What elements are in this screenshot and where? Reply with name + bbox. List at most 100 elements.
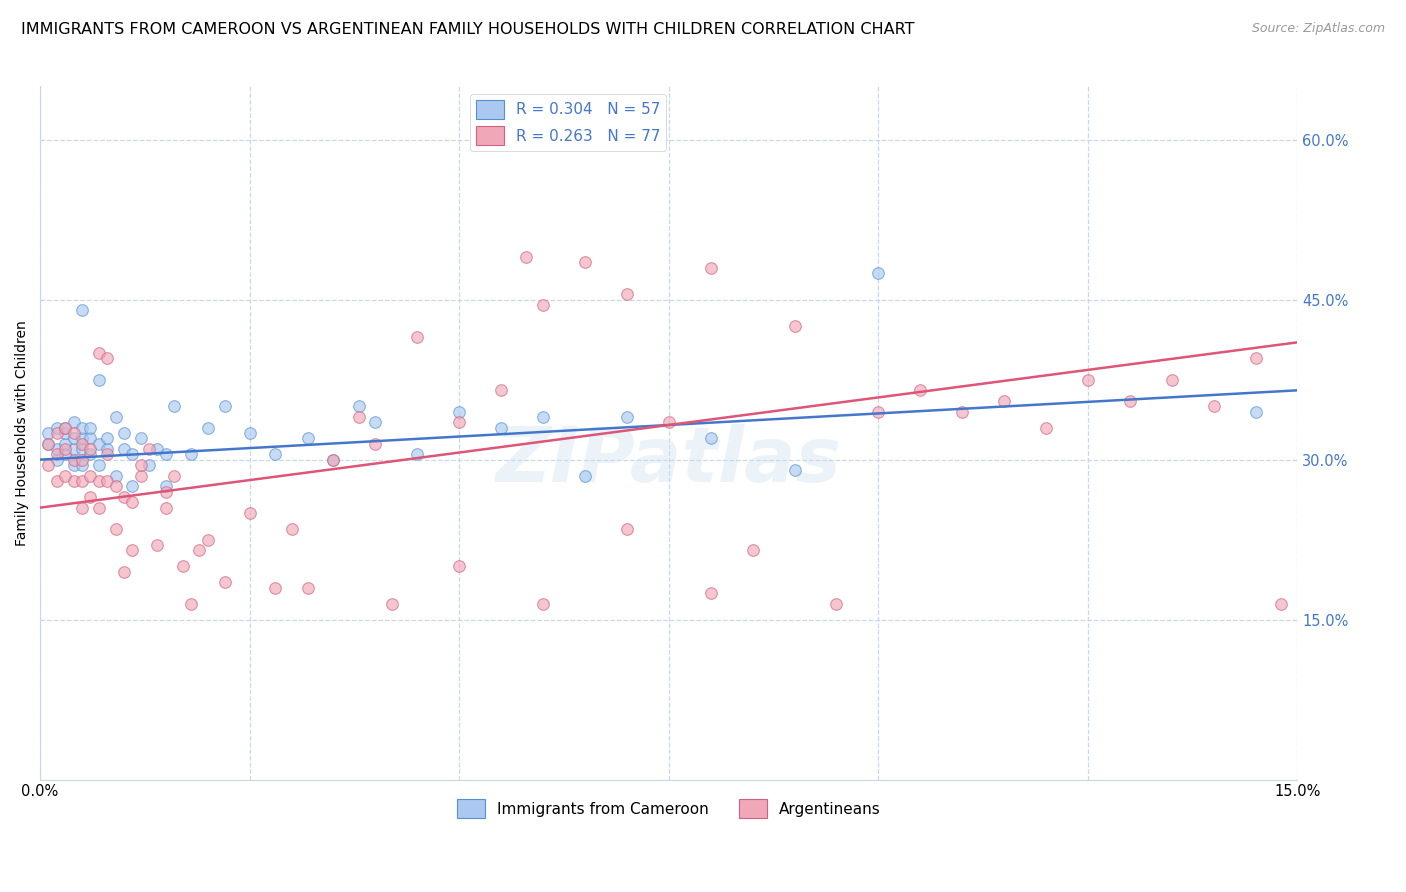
Point — [574, 255, 596, 269]
Point — [297, 431, 319, 445]
Point — [263, 447, 285, 461]
Point — [515, 250, 537, 264]
Point — [574, 468, 596, 483]
Point — [489, 420, 512, 434]
Point — [79, 447, 101, 461]
Point — [280, 522, 302, 536]
Point — [70, 420, 93, 434]
Point — [741, 543, 763, 558]
Point — [364, 436, 387, 450]
Point — [45, 442, 67, 456]
Point — [406, 330, 429, 344]
Point — [45, 452, 67, 467]
Point — [62, 458, 84, 472]
Point — [104, 409, 127, 424]
Point — [79, 490, 101, 504]
Point — [104, 479, 127, 493]
Point — [868, 404, 890, 418]
Point — [62, 425, 84, 440]
Point — [214, 400, 236, 414]
Point — [70, 431, 93, 445]
Point — [62, 474, 84, 488]
Point — [62, 452, 84, 467]
Point — [87, 474, 110, 488]
Point — [239, 425, 262, 440]
Point — [53, 425, 76, 440]
Point — [699, 431, 721, 445]
Point — [449, 404, 471, 418]
Point — [138, 458, 160, 472]
Point — [155, 447, 177, 461]
Point — [180, 447, 202, 461]
Point — [188, 543, 211, 558]
Point — [531, 597, 554, 611]
Point — [70, 436, 93, 450]
Point — [96, 442, 118, 456]
Point — [364, 415, 387, 429]
Point — [263, 581, 285, 595]
Point — [121, 447, 143, 461]
Point — [87, 436, 110, 450]
Point — [825, 597, 848, 611]
Point — [1119, 394, 1142, 409]
Point — [112, 442, 135, 456]
Point — [214, 575, 236, 590]
Point — [783, 463, 806, 477]
Point — [96, 447, 118, 461]
Point — [449, 415, 471, 429]
Point — [70, 303, 93, 318]
Point — [868, 266, 890, 280]
Point — [96, 351, 118, 366]
Point — [70, 458, 93, 472]
Point — [62, 442, 84, 456]
Point — [658, 415, 681, 429]
Point — [993, 394, 1015, 409]
Point — [45, 425, 67, 440]
Point — [53, 468, 76, 483]
Point — [121, 543, 143, 558]
Point — [129, 468, 152, 483]
Point — [531, 298, 554, 312]
Point — [104, 522, 127, 536]
Point — [155, 500, 177, 515]
Point — [70, 442, 93, 456]
Point — [121, 479, 143, 493]
Text: ZIPatlas: ZIPatlas — [496, 424, 842, 498]
Point — [45, 447, 67, 461]
Point — [172, 559, 194, 574]
Point — [129, 431, 152, 445]
Point — [129, 458, 152, 472]
Text: IMMIGRANTS FROM CAMEROON VS ARGENTINEAN FAMILY HOUSEHOLDS WITH CHILDREN CORRELAT: IMMIGRANTS FROM CAMEROON VS ARGENTINEAN … — [21, 22, 914, 37]
Point — [53, 442, 76, 456]
Point — [79, 431, 101, 445]
Point — [112, 565, 135, 579]
Point — [616, 522, 638, 536]
Point — [1244, 351, 1267, 366]
Point — [96, 474, 118, 488]
Point — [146, 538, 169, 552]
Point — [37, 436, 59, 450]
Point — [347, 400, 370, 414]
Point — [155, 484, 177, 499]
Point — [406, 447, 429, 461]
Point — [163, 400, 186, 414]
Point — [87, 458, 110, 472]
Point — [37, 458, 59, 472]
Point — [449, 559, 471, 574]
Point — [87, 373, 110, 387]
Point — [197, 533, 219, 547]
Point — [138, 442, 160, 456]
Point — [62, 415, 84, 429]
Point — [87, 346, 110, 360]
Point — [783, 319, 806, 334]
Point — [180, 597, 202, 611]
Point — [79, 420, 101, 434]
Point — [297, 581, 319, 595]
Point — [1244, 404, 1267, 418]
Point — [910, 384, 932, 398]
Point — [112, 425, 135, 440]
Point — [146, 442, 169, 456]
Point — [45, 474, 67, 488]
Point — [37, 425, 59, 440]
Point — [112, 490, 135, 504]
